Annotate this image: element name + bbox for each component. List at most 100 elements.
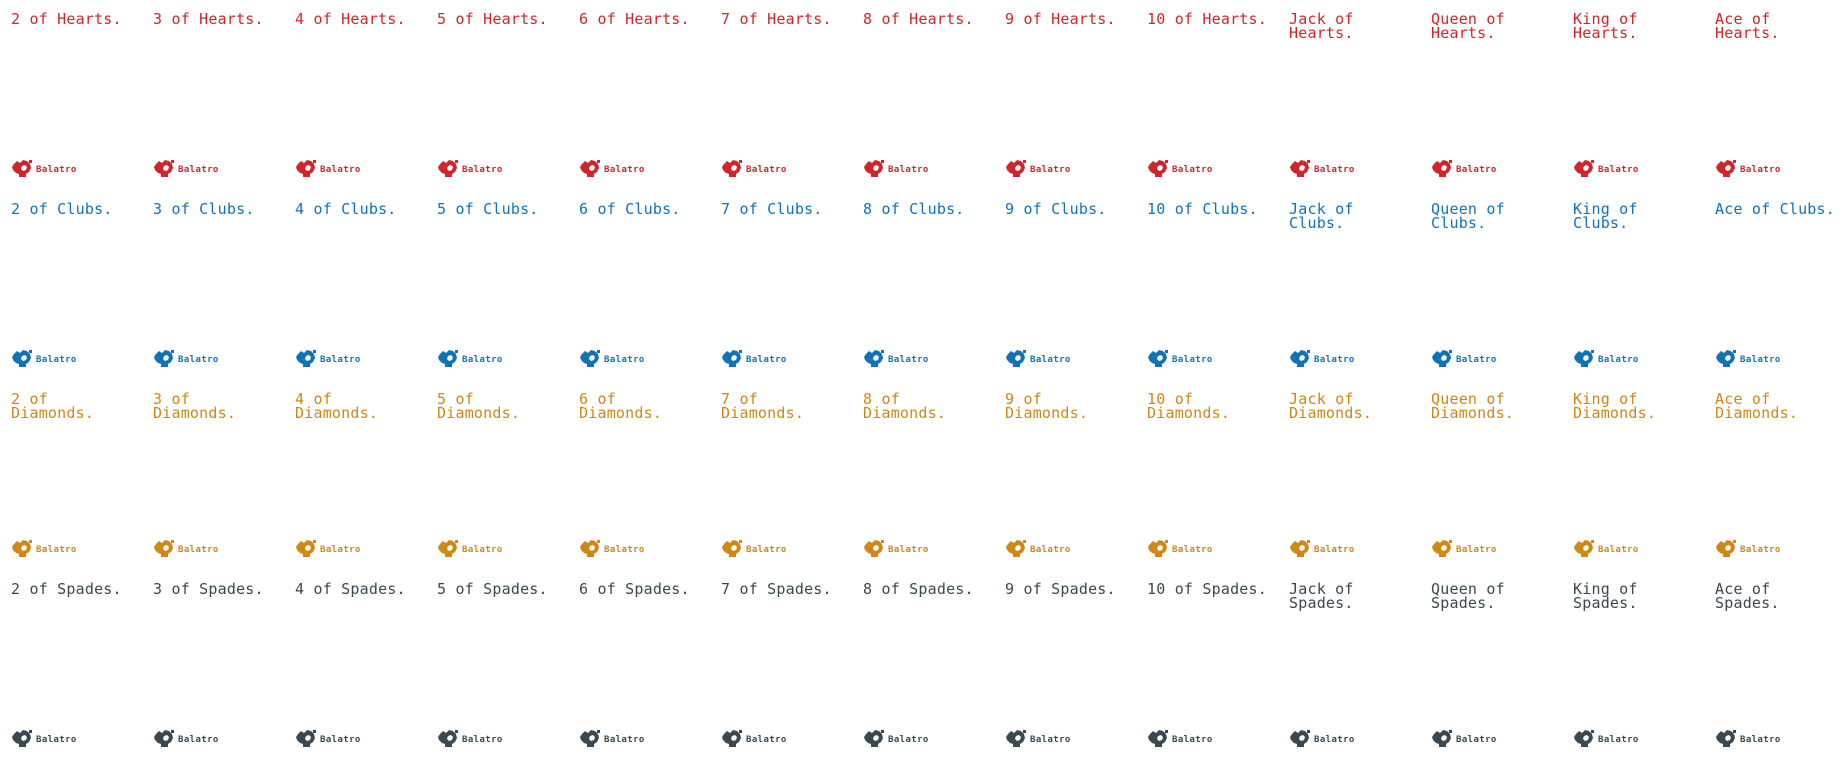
brand-text: Balatro (36, 164, 77, 175)
joker-hat-icon (1148, 730, 1168, 747)
card-diamonds[interactable]: Queen of Diamonds. Balatro (1420, 380, 1562, 570)
card-label: King of Spades. (1573, 580, 1638, 612)
joker-hat-icon (1716, 160, 1736, 177)
joker-hat-icon (580, 160, 600, 177)
card-diamonds[interactable]: 4 of Diamonds. Balatro (284, 380, 426, 570)
brand-text: Balatro (178, 544, 219, 555)
brand-logo: Balatro (295, 158, 361, 178)
brand-logo: Balatro (1573, 728, 1639, 748)
card-label: 10 of Hearts. (1147, 10, 1267, 28)
card-spades[interactable]: 8 of Spades. Balatro (852, 570, 994, 760)
brand-logo: Balatro (1573, 158, 1639, 178)
card-label: 5 of Hearts. (437, 10, 548, 28)
brand-logo: Balatro (1147, 158, 1213, 178)
card-label: Jack of Clubs. (1289, 200, 1354, 232)
card-spades[interactable]: King of Spades. Balatro (1562, 570, 1704, 760)
brand-text: Balatro (604, 354, 645, 365)
card-label: Jack of Spades. (1289, 580, 1354, 612)
card-clubs[interactable]: 6 of Clubs. Balatro (568, 190, 710, 380)
card-hearts[interactable]: 3 of Hearts. Balatro (142, 0, 284, 190)
card-spades[interactable]: 7 of Spades. Balatro (710, 570, 852, 760)
joker-hat-icon (12, 540, 32, 557)
card-clubs[interactable]: 4 of Clubs. Balatro (284, 190, 426, 380)
card-clubs[interactable]: Queen of Clubs. Balatro (1420, 190, 1562, 380)
card-spades[interactable]: Queen of Spades. Balatro (1420, 570, 1562, 760)
card-clubs[interactable]: 8 of Clubs. Balatro (852, 190, 994, 380)
card-diamonds[interactable]: Jack of Diamonds. Balatro (1278, 380, 1420, 570)
card-clubs[interactable]: 3 of Clubs. Balatro (142, 190, 284, 380)
brand-logo: Balatro (1005, 538, 1071, 558)
joker-hat-icon (1148, 160, 1168, 177)
card-spades[interactable]: Ace of Spades. Balatro (1704, 570, 1846, 760)
brand-text: Balatro (1598, 354, 1639, 365)
joker-hat-icon (1006, 540, 1026, 557)
brand-logo: Balatro (721, 728, 787, 748)
card-hearts[interactable]: Queen of Hearts. Balatro (1420, 0, 1562, 190)
card-spades[interactable]: 3 of Spades. Balatro (142, 570, 284, 760)
card-spades[interactable]: 2 of Spades. Balatro (0, 570, 142, 760)
joker-hat-icon (864, 730, 884, 747)
card-clubs[interactable]: Ace of Clubs. Balatro (1704, 190, 1846, 380)
brand-logo: Balatro (1573, 348, 1639, 368)
card-diamonds[interactable]: 5 of Diamonds. Balatro (426, 380, 568, 570)
card-diamonds[interactable]: 8 of Diamonds. Balatro (852, 380, 994, 570)
brand-text: Balatro (1172, 734, 1213, 745)
card-label: 9 of Spades. (1005, 580, 1116, 598)
card-hearts[interactable]: 6 of Hearts. Balatro (568, 0, 710, 190)
card-hearts[interactable]: 5 of Hearts. Balatro (426, 0, 568, 190)
brand-logo: Balatro (1431, 158, 1497, 178)
card-clubs[interactable]: Jack of Clubs. Balatro (1278, 190, 1420, 380)
card-clubs[interactable]: King of Clubs. Balatro (1562, 190, 1704, 380)
brand-text: Balatro (1172, 164, 1213, 175)
card-label: 3 of Hearts. (153, 10, 264, 28)
card-hearts[interactable]: 4 of Hearts. Balatro (284, 0, 426, 190)
card-clubs[interactable]: 5 of Clubs. Balatro (426, 190, 568, 380)
brand-logo: Balatro (295, 538, 361, 558)
card-label: 4 of Hearts. (295, 10, 406, 28)
card-label: 10 of Spades. (1147, 580, 1267, 598)
card-spades[interactable]: 4 of Spades. Balatro (284, 570, 426, 760)
card-diamonds[interactable]: 2 of Diamonds. Balatro (0, 380, 142, 570)
brand-logo: Balatro (721, 348, 787, 368)
card-label: Jack of Hearts. (1289, 10, 1354, 42)
card-diamonds[interactable]: King of Diamonds. Balatro (1562, 380, 1704, 570)
card-hearts[interactable]: Jack of Hearts. Balatro (1278, 0, 1420, 190)
card-hearts[interactable]: 7 of Hearts. Balatro (710, 0, 852, 190)
card-label: 2 of Diamonds. (11, 390, 95, 422)
brand-text: Balatro (1598, 164, 1639, 175)
card-hearts[interactable]: 8 of Hearts. Balatro (852, 0, 994, 190)
card-hearts[interactable]: 2 of Hearts. Balatro (0, 0, 142, 190)
card-clubs[interactable]: 9 of Clubs. Balatro (994, 190, 1136, 380)
card-diamonds[interactable]: 3 of Diamonds. Balatro (142, 380, 284, 570)
card-clubs[interactable]: 10 of Clubs. Balatro (1136, 190, 1278, 380)
card-spades[interactable]: Jack of Spades. Balatro (1278, 570, 1420, 760)
joker-hat-icon (722, 350, 742, 367)
joker-hat-icon (1574, 350, 1594, 367)
card-diamonds[interactable]: 6 of Diamonds. Balatro (568, 380, 710, 570)
card-spades[interactable]: 9 of Spades. Balatro (994, 570, 1136, 760)
card-hearts[interactable]: 10 of Hearts. Balatro (1136, 0, 1278, 190)
brand-logo: Balatro (1431, 348, 1497, 368)
joker-hat-icon (864, 160, 884, 177)
card-label: 7 of Diamonds. (721, 390, 805, 422)
card-clubs[interactable]: 2 of Clubs. Balatro (0, 190, 142, 380)
card-hearts[interactable]: 9 of Hearts. Balatro (994, 0, 1136, 190)
card-hearts[interactable]: Ace of Hearts. Balatro (1704, 0, 1846, 190)
card-label: 9 of Hearts. (1005, 10, 1116, 28)
card-spades[interactable]: 10 of Spades. Balatro (1136, 570, 1278, 760)
joker-hat-icon (580, 540, 600, 557)
card-diamonds[interactable]: 7 of Diamonds. Balatro (710, 380, 852, 570)
card-diamonds[interactable]: 9 of Diamonds. Balatro (994, 380, 1136, 570)
card-diamonds[interactable]: Ace of Diamonds. Balatro (1704, 380, 1846, 570)
card-spades[interactable]: 5 of Spades. Balatro (426, 570, 568, 760)
card-label: 8 of Spades. (863, 580, 974, 598)
card-clubs[interactable]: 7 of Clubs. Balatro (710, 190, 852, 380)
card-spades[interactable]: 6 of Spades. Balatro (568, 570, 710, 760)
brand-text: Balatro (888, 734, 929, 745)
brand-logo: Balatro (579, 728, 645, 748)
brand-text: Balatro (36, 354, 77, 365)
card-hearts[interactable]: King of Hearts. Balatro (1562, 0, 1704, 190)
card-diamonds[interactable]: 10 of Diamonds. Balatro (1136, 380, 1278, 570)
card-label: Ace of Diamonds. (1715, 390, 1799, 422)
card-label: Ace of Spades. (1715, 580, 1780, 612)
